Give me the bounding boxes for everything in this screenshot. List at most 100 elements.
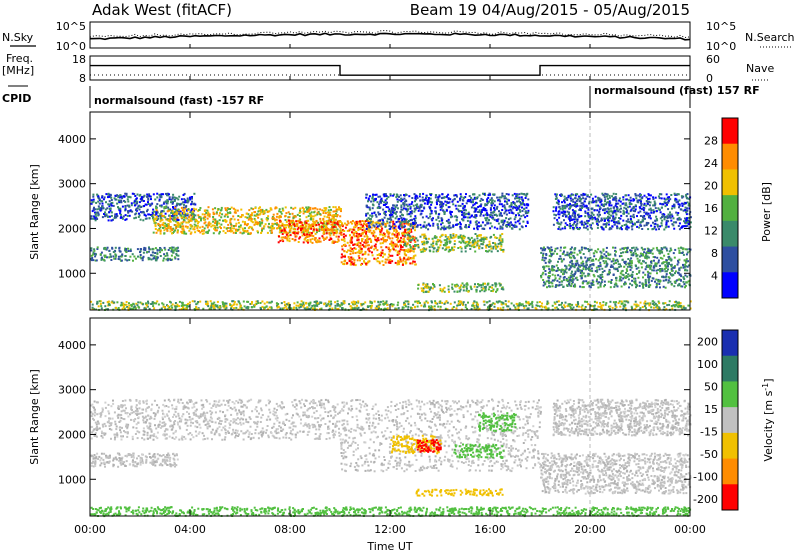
data-pixel: [574, 285, 576, 287]
data-pixel: [272, 223, 274, 225]
data-pixel: [387, 232, 389, 234]
data-pixel: [347, 230, 349, 232]
data-pixel: [108, 219, 110, 221]
data-pixel: [565, 266, 567, 268]
data-pixel: [508, 210, 510, 212]
data-pixel: [572, 275, 574, 277]
data-pixel: [419, 195, 421, 197]
data-pixel: [576, 268, 578, 270]
data-pixel: [558, 226, 560, 228]
data-pixel: [271, 229, 273, 231]
data-pixel: [569, 223, 571, 225]
data-pixel: [596, 279, 598, 281]
data-pixel: [350, 221, 352, 223]
frequency-panel: Freq. [MHz] 18 8 60 0 Nave: [2, 52, 774, 85]
data-pixel: [663, 229, 665, 231]
data-pixel: [611, 225, 613, 227]
data-pixel: [115, 199, 117, 201]
beam-date-title: Beam 19 04/Aug/2015 - 05/Aug/2015: [410, 1, 690, 19]
data-pixel: [365, 215, 367, 217]
data-pixel: [131, 202, 133, 204]
data-pixel: [683, 267, 685, 269]
data-pixel: [479, 215, 481, 217]
data-pixel: [451, 247, 453, 249]
data-pixel: [678, 284, 680, 286]
data-pixel: [430, 198, 432, 200]
data-pixel: [680, 275, 682, 277]
data-pixel: [203, 219, 205, 221]
data-pixel: [499, 203, 501, 205]
data-pixel: [487, 197, 489, 199]
data-pixel: [420, 227, 422, 229]
data-pixel: [485, 250, 487, 252]
data-pixel: [672, 205, 674, 207]
data-pixel: [661, 258, 663, 260]
data-pixel: [478, 244, 480, 246]
data-pixel: [608, 213, 610, 215]
data-pixel: [234, 218, 236, 220]
data-pixel: [365, 245, 367, 247]
data-pixel: [563, 279, 565, 281]
data-pixel: [217, 221, 219, 223]
data-pixel: [475, 233, 477, 235]
data-pixel: [363, 221, 365, 223]
data-pixel: [668, 226, 670, 228]
data-pixel: [509, 206, 511, 208]
data-pixel: [328, 228, 330, 230]
data-pixel: [91, 259, 93, 261]
data-pixel: [128, 259, 130, 261]
data-pixel: [576, 222, 578, 224]
data-pixel: [104, 196, 106, 198]
data-pixel: [95, 215, 97, 217]
data-pixel: [597, 205, 599, 207]
data-pixel: [285, 212, 287, 214]
data-pixel: [556, 222, 558, 224]
data-pixel: [597, 287, 599, 289]
data-pixel: [380, 233, 382, 235]
data-pixel: [631, 216, 633, 218]
data-pixel: [140, 248, 142, 250]
data-pixel: [139, 201, 141, 203]
data-pixel: [151, 259, 153, 261]
data-pixel: [450, 216, 452, 218]
data-pixel: [434, 237, 436, 239]
data-pixel: [480, 203, 482, 205]
data-pixel: [685, 265, 687, 267]
data-pixel: [490, 214, 492, 216]
data-pixel: [105, 193, 107, 195]
data-pixel: [161, 193, 163, 195]
data-pixel: [204, 216, 206, 218]
data-pixel: [501, 203, 503, 205]
data-pixel: [189, 199, 191, 201]
data-pixel: [389, 216, 391, 218]
data-pixel: [507, 221, 509, 223]
data-pixel: [364, 235, 366, 237]
data-pixel: [448, 222, 450, 224]
data-pixel: [282, 208, 284, 210]
data-pixel: [588, 273, 590, 275]
data-pixel: [366, 219, 368, 221]
data-pixel: [154, 224, 156, 226]
data-pixel: [231, 227, 233, 229]
data-pixel: [549, 286, 551, 288]
data-pixel: [637, 277, 639, 279]
data-pixel: [182, 225, 184, 227]
data-pixel: [310, 239, 312, 241]
data-pixel: [349, 234, 351, 236]
data-pixel: [435, 207, 437, 209]
data-pixel: [388, 262, 390, 264]
data-pixel: [658, 261, 660, 263]
data-pixel: [444, 249, 446, 251]
data-pixel: [637, 248, 639, 250]
data-pixel: [488, 250, 490, 252]
data-pixel: [334, 222, 336, 224]
data-pixel: [595, 205, 597, 207]
data-pixel: [138, 213, 140, 215]
data-pixel: [292, 213, 294, 215]
data-pixel: [258, 222, 260, 224]
data-pixel: [610, 286, 612, 288]
data-pixel: [335, 206, 337, 208]
data-pixel: [406, 219, 408, 221]
data-pixel: [575, 264, 577, 266]
data-pixel: [509, 222, 511, 224]
